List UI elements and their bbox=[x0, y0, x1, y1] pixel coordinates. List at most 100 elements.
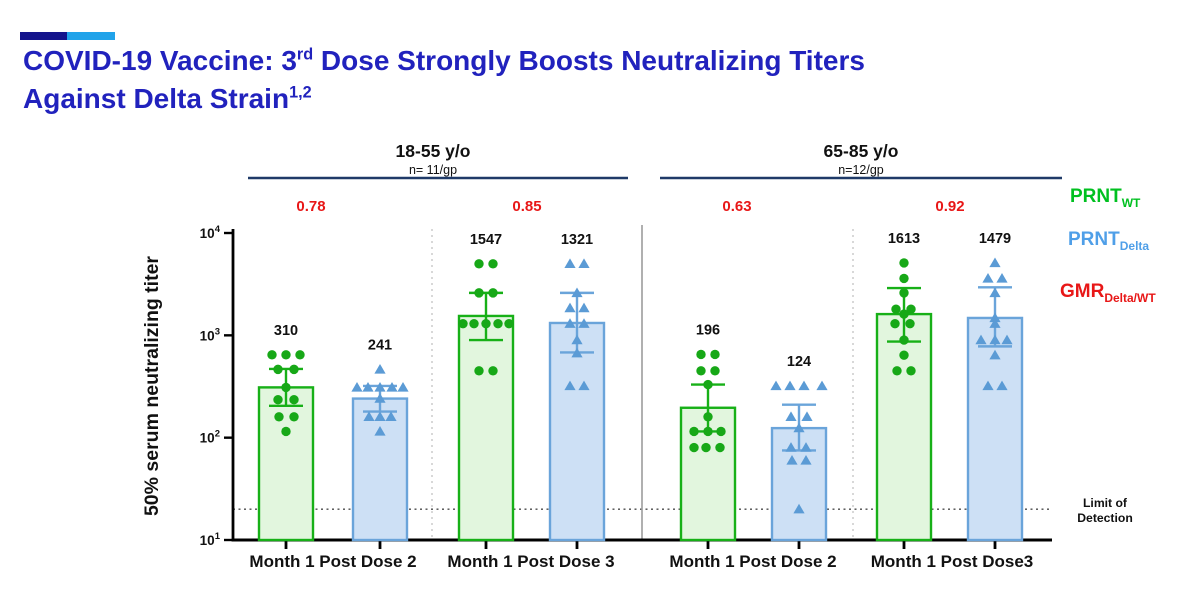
data-point-triangle-1-9 bbox=[385, 411, 397, 421]
data-point-triangle-1-10 bbox=[374, 426, 386, 436]
title-superscript-refs: 1,2 bbox=[289, 83, 312, 102]
data-point-circle-0-0 bbox=[267, 350, 277, 360]
legend-gmr-delta-wt: GMRDelta/WT bbox=[1060, 281, 1156, 305]
data-point-circle-6-2 bbox=[899, 288, 909, 298]
data-point-circle-0-5 bbox=[281, 382, 291, 393]
data-point-triangle-3-2 bbox=[571, 287, 583, 298]
data-point-circle-4-6 bbox=[689, 426, 699, 437]
data-point-triangle-5-5 bbox=[801, 411, 813, 421]
data-point-circle-2-1 bbox=[488, 259, 498, 269]
data-point-circle-0-4 bbox=[289, 364, 299, 375]
data-point-circle-2-8 bbox=[504, 318, 514, 329]
page-title: COVID-19 Vaccine: 3rd Dose Strongly Boos… bbox=[23, 42, 865, 118]
data-point-triangle-1-0 bbox=[374, 363, 386, 374]
data-point-triangle-5-9 bbox=[786, 454, 798, 465]
data-point-triangle-3-10 bbox=[578, 380, 590, 391]
data-point-triangle-5-4 bbox=[785, 411, 797, 421]
data-point-circle-0-2 bbox=[295, 350, 305, 360]
data-point-triangle-7-0 bbox=[989, 257, 1001, 268]
group-title-1: 65-85 y/o bbox=[824, 141, 899, 161]
data-point-circle-6-4 bbox=[906, 304, 916, 314]
data-point-triangle-7-4 bbox=[989, 312, 1001, 323]
data-point-circle-4-5 bbox=[703, 412, 713, 422]
data-point-triangle-3-3 bbox=[564, 302, 576, 313]
bar-delta-3 bbox=[548, 321, 606, 542]
data-point-triangle-5-6 bbox=[793, 422, 805, 433]
data-point-circle-4-4 bbox=[703, 379, 713, 390]
data-point-circle-6-9 bbox=[899, 350, 909, 360]
accent-bar-dark bbox=[20, 32, 67, 40]
y-tick-label-10e3: 103 bbox=[200, 326, 220, 343]
data-point-circle-2-3 bbox=[488, 288, 498, 298]
bar-wt-2 bbox=[457, 314, 515, 542]
group-subtitle-1: n=12/gp bbox=[838, 163, 884, 177]
gmt-value-label-7: 1479 bbox=[979, 231, 1011, 247]
data-point-circle-4-9 bbox=[689, 442, 699, 453]
group-title-0: 18-55 y/o bbox=[396, 141, 471, 161]
data-point-triangle-3-6 bbox=[578, 318, 590, 328]
data-point-triangle-1-8 bbox=[374, 411, 386, 421]
x-category-label-1: Month 1 Post Dose 3 bbox=[447, 552, 614, 571]
data-point-triangle-5-10 bbox=[800, 454, 812, 465]
data-point-circle-2-5 bbox=[469, 318, 479, 329]
limit-of-detection-label-1: Detection bbox=[1077, 511, 1133, 525]
legend-prnt-wt: PRNTWT bbox=[1070, 186, 1141, 210]
data-point-circle-0-3 bbox=[273, 364, 283, 375]
data-point-circle-4-0 bbox=[696, 349, 706, 360]
data-point-circle-4-11 bbox=[715, 442, 725, 453]
data-point-circle-6-5 bbox=[899, 309, 909, 319]
data-point-circle-6-11 bbox=[906, 366, 916, 376]
data-point-triangle-1-7 bbox=[363, 411, 375, 421]
data-point-triangle-1-6 bbox=[374, 393, 386, 403]
data-point-triangle-5-0 bbox=[770, 380, 782, 391]
gmt-value-label-5: 124 bbox=[787, 354, 811, 370]
data-point-circle-2-0 bbox=[474, 259, 484, 269]
gmt-value-label-2: 1547 bbox=[470, 232, 502, 248]
gmt-value-label-3: 1321 bbox=[561, 232, 593, 248]
data-point-circle-6-8 bbox=[899, 335, 909, 345]
data-point-circle-2-10 bbox=[488, 366, 498, 376]
data-point-circle-0-1 bbox=[281, 350, 291, 360]
data-point-circle-2-9 bbox=[474, 366, 484, 376]
y-axis-title: 50% serum neutralizing titer bbox=[141, 256, 163, 516]
data-point-circle-2-6 bbox=[481, 318, 491, 329]
data-point-triangle-3-9 bbox=[564, 380, 576, 391]
data-point-triangle-7-11 bbox=[996, 380, 1008, 391]
data-point-circle-4-8 bbox=[716, 426, 726, 437]
data-point-circle-2-2 bbox=[474, 288, 484, 298]
data-point-triangle-7-2 bbox=[996, 273, 1008, 283]
gmr-value-3: 0.92 bbox=[935, 198, 964, 215]
limit-of-detection-label-0: Limit of bbox=[1083, 496, 1128, 510]
x-category-label-3: Month 1 Post Dose3 bbox=[871, 552, 1033, 571]
data-point-triangle-1-2 bbox=[362, 381, 374, 392]
data-point-triangle-7-8 bbox=[1001, 334, 1013, 345]
data-point-circle-6-3 bbox=[891, 304, 901, 314]
x-category-label-0: Month 1 Post Dose 2 bbox=[249, 552, 416, 571]
data-point-triangle-1-5 bbox=[397, 381, 409, 392]
x-category-label-2: Month 1 Post Dose 2 bbox=[669, 552, 836, 571]
gmr-value-2: 0.63 bbox=[722, 198, 751, 215]
accent-bar-light bbox=[67, 32, 115, 40]
data-point-circle-6-1 bbox=[899, 273, 909, 284]
y-tick-label-10e1: 101 bbox=[200, 531, 221, 548]
data-point-triangle-5-7 bbox=[785, 442, 797, 452]
data-point-triangle-7-3 bbox=[989, 287, 1001, 298]
gmt-value-label-6: 1613 bbox=[888, 231, 920, 247]
data-point-triangle-1-1 bbox=[351, 381, 363, 392]
legend-prnt-delta: PRNTDelta bbox=[1068, 229, 1150, 253]
data-point-triangle-5-3 bbox=[816, 380, 828, 391]
data-point-triangle-1-3 bbox=[374, 381, 386, 392]
data-point-triangle-3-5 bbox=[564, 318, 576, 328]
bar-wt-6 bbox=[875, 312, 933, 542]
data-point-triangle-5-8 bbox=[800, 442, 812, 452]
data-point-triangle-1-4 bbox=[386, 381, 398, 392]
data-point-triangle-7-6 bbox=[975, 334, 987, 345]
bar-wt-0 bbox=[257, 386, 315, 542]
gmr-value-1: 0.85 bbox=[512, 198, 541, 215]
data-point-circle-2-4 bbox=[458, 318, 468, 329]
data-point-circle-0-7 bbox=[289, 394, 299, 405]
data-point-circle-6-0 bbox=[899, 258, 909, 268]
gmt-value-label-4: 196 bbox=[696, 322, 720, 338]
data-point-triangle-5-1 bbox=[784, 380, 796, 391]
title-superscript-rd: rd bbox=[296, 45, 314, 64]
